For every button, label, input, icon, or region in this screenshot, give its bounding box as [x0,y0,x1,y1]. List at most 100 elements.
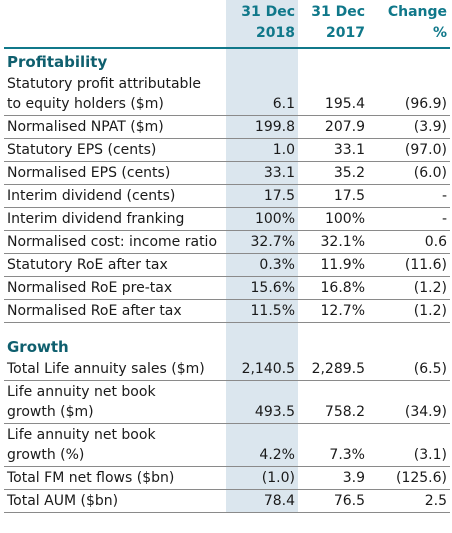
text-line: 31 Dec [241,4,295,20]
table-row: Total FM net flows ($bn) (1.0) 3.9 (125.6) [4,466,450,490]
row-label: Total AUM ($bn) [4,489,226,513]
row-label: Normalised EPS (cents) [4,161,226,185]
table-row: Life annuity net book growth (%) 4.2% 7.3%(… [4,423,450,467]
value-cell: 33.1 [226,161,298,185]
section-title: Growth [7,338,69,356]
table-row: Statutory profit attributable to equity h… [4,73,450,116]
value-cell: (1.0) [226,466,298,490]
table-row: Interim dividend (cents) 17.5 17.5- [4,184,450,208]
value-cell: 1.0 [226,138,298,162]
text-line: Interim dividend franking [7,211,185,227]
row-label: Statutory profit attributable to equity h… [4,73,226,116]
value-cell: 758.2 [298,380,368,424]
value-cell: (1.2) [368,276,450,300]
text-line: Normalised cost: income ratio [7,234,218,250]
column-header: 31 Dec 2017 [298,0,368,49]
text-line: Total AUM ($bn) [7,493,119,509]
table-row: Normalised RoE pre-tax 15.6% 16.8% (1.2) [4,276,450,300]
blank-cell [298,48,368,73]
text-line: Change [387,4,447,20]
row-label: Total Life annuity sales ($m) [4,358,226,381]
value-cell: 12.7% [298,299,368,323]
text-line: Statutory profit attributable [7,76,201,92]
value-cell: 76.5 [298,489,368,513]
value-cell: - [368,184,450,208]
row-label: Life annuity net book growth (%) [4,423,226,467]
text-line: growth ($m) [7,404,94,420]
header-blank [4,0,226,49]
value-cell: 2.5 [368,489,450,513]
row-label: Normalised RoE pre-tax [4,276,226,300]
value-cell: 199.8 [226,115,298,139]
value-cell: (3.1) [368,423,450,467]
text-line: Life annuity net book [7,384,156,400]
text-line: Life annuity net book [7,427,156,443]
text-line: 2017 [326,25,365,41]
row-label: Normalised NPAT ($m) [4,115,226,139]
text-line: Normalised EPS (cents) [7,165,171,181]
value-cell: 15.6% [226,276,298,300]
row-label: Statutory RoE after tax [4,253,226,277]
text-line: Normalised RoE after tax [7,303,182,319]
value-cell: 32.1% [298,230,368,254]
blank-cell [368,323,450,359]
value-cell: (97.0) [368,138,450,162]
blank-cell [368,48,450,73]
value-cell: (125.6) [368,466,450,490]
value-cell: (34.9) [368,380,450,424]
text-line: % [432,25,447,41]
value-cell: 2,140.5 [226,358,298,381]
value-cell: 195.4 [298,73,368,116]
row-label: Normalised cost: income ratio [4,230,226,254]
value-cell: 32.7% [226,230,298,254]
text-line: 31 Dec [311,4,365,20]
value-cell: - [368,207,450,231]
value-cell: (11.6) [368,253,450,277]
text-line: Total Life annuity sales ($m) [7,361,205,377]
blank-cell [298,323,368,359]
table-row: Normalised cost: income ratio 32.7% 32.1% 0… [4,230,450,254]
row-label: Normalised RoE after tax [4,299,226,323]
row-label: Interim dividend (cents) [4,184,226,208]
text-line: Normalised NPAT ($m) [7,119,164,135]
blank-cell [226,48,298,73]
header-row: 31 Dec 2018 31 Dec 2017 Change% [4,0,450,49]
row-label: Life annuity net book growth ($m) [4,380,226,424]
value-cell: 0.6 [368,230,450,254]
value-cell: 6.1 [226,73,298,116]
value-cell: 0.3% [226,253,298,277]
text-line: Statutory RoE after tax [7,257,168,273]
section-row: Profitability [4,48,450,73]
table-row: Life annuity net book growth ($m) 493.5 758… [4,380,450,424]
value-cell: (3.9) [368,115,450,139]
table-row: Statutory EPS (cents) 1.0 33.1 (97.0) [4,138,450,162]
section-title: Profitability [7,53,108,71]
table-row: Total Life annuity sales ($m) 2,140.5 2,28… [4,358,450,381]
text-line: 2018 [256,25,295,41]
value-cell: (1.2) [368,299,450,323]
value-cell: 35.2 [298,161,368,185]
table-row: Interim dividend franking 100% 100% - [4,207,450,231]
row-label: Statutory EPS (cents) [4,138,226,162]
value-cell: 4.2% [226,423,298,467]
table-row: Normalised NPAT ($m) 199.8 207.9 (3.9) [4,115,450,139]
value-cell: 11.5% [226,299,298,323]
section-row: Growth [4,322,450,359]
row-label: Interim dividend franking [4,207,226,231]
row-label: Total FM net flows ($bn) [4,466,226,490]
text-line: Statutory EPS (cents) [7,142,157,158]
value-cell: 11.9% [298,253,368,277]
value-cell: (6.0) [368,161,450,185]
table-row: Normalised RoE after tax 11.5% 12.7% (1.2) [4,299,450,323]
value-cell: 100% [298,207,368,231]
value-cell: 7.3% [298,423,368,467]
data-table: 31 Dec 2018 31 Dec 2017 Change% Profitability… [4,0,450,513]
text-line: Interim dividend (cents) [7,188,176,204]
text-line: Total FM net flows ($bn) [7,470,175,486]
table-row: Total AUM ($bn) 78.4 76.5 2.5 [4,489,450,513]
value-cell: 17.5 [298,184,368,208]
text-line: to equity holders ($m) [7,96,164,112]
value-cell: 33.1 [298,138,368,162]
value-cell: 17.5 [226,184,298,208]
